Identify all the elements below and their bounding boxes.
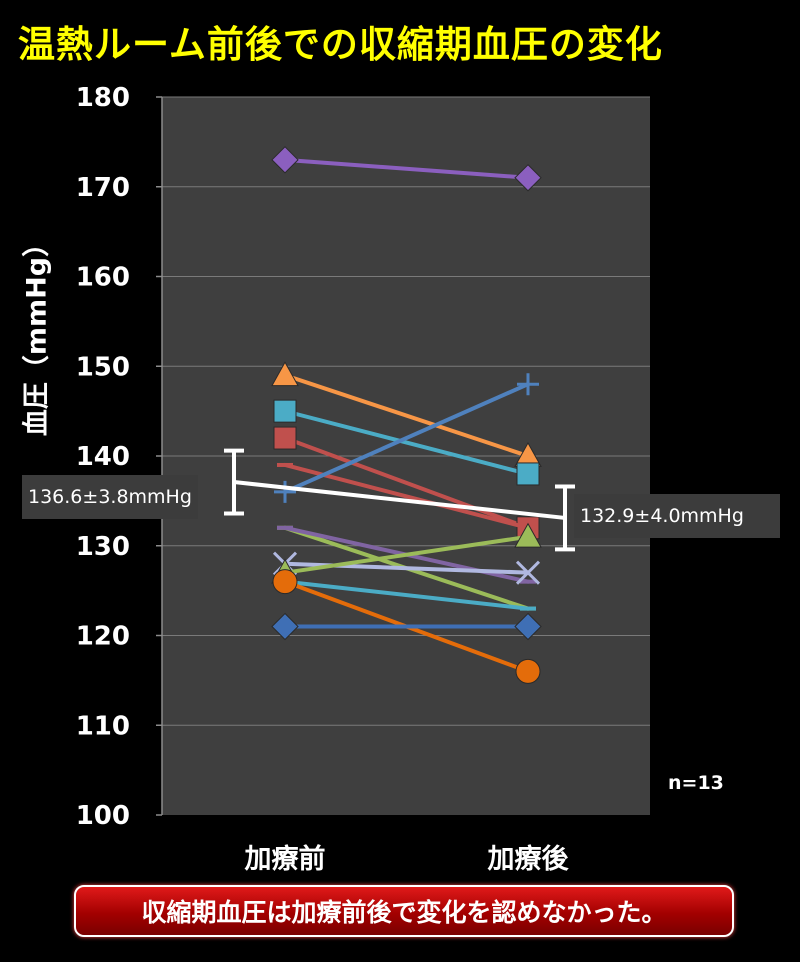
series-13 — [271, 612, 542, 641]
data-point — [274, 480, 296, 503]
data-point — [271, 361, 299, 387]
series-lines — [271, 146, 542, 684]
y-tick-label: 100 — [76, 801, 130, 831]
data-point — [272, 569, 298, 595]
y-tick-label: 170 — [76, 173, 130, 203]
series-line — [283, 373, 530, 458]
series-line — [283, 579, 530, 611]
series-line — [283, 157, 530, 180]
x-tick-label: 加療前 — [245, 843, 326, 875]
gridlines — [156, 96, 650, 816]
sample-size-label: n=13 — [668, 772, 724, 794]
mean-before-label: 136.6±3.8mmHg — [22, 475, 198, 519]
y-tick-label: 110 — [76, 711, 130, 741]
data-point — [515, 560, 541, 585]
data-point — [271, 612, 299, 641]
data-point — [273, 399, 297, 423]
series-line — [283, 409, 530, 476]
data-point — [514, 164, 542, 192]
page-title: 温熱ルーム前後での収縮期血圧の変化 — [18, 23, 663, 66]
mean-trend-line — [233, 480, 566, 520]
series-6 — [274, 373, 539, 503]
series-line — [283, 436, 530, 530]
data-point — [273, 426, 297, 450]
data-point — [517, 373, 539, 396]
y-tick-labels: 100 110 120 130 140 150 160 170 180 — [76, 83, 130, 831]
series-3 — [273, 399, 540, 486]
series-1 — [271, 146, 542, 192]
x-tick-labels: 加療前 加療後 — [245, 843, 570, 875]
series-2 — [271, 361, 542, 467]
y-axis-label-text: 血圧（mmHg） — [21, 229, 53, 437]
y-tick-label: 160 — [76, 263, 130, 293]
mean-line — [224, 448, 575, 552]
y-tick-label: 180 — [76, 83, 130, 113]
x-tick-label: 加療後 — [488, 844, 570, 875]
mean-after-label: 132.9±4.0mmHg — [574, 494, 780, 538]
data-point — [516, 462, 540, 486]
data-point — [271, 146, 299, 174]
data-point — [515, 658, 541, 684]
y-tick-label: 120 — [76, 622, 130, 652]
y-tick-label: 150 — [76, 352, 130, 382]
data-point — [514, 612, 542, 641]
series-line — [283, 382, 530, 494]
y-tick-label: 140 — [76, 442, 130, 472]
y-tick-label: 130 — [76, 532, 130, 562]
conclusion-banner: 収縮期血圧は加療前後で変化を認めなかった。 — [74, 885, 734, 937]
data-point — [514, 522, 542, 548]
series-line — [283, 534, 530, 575]
